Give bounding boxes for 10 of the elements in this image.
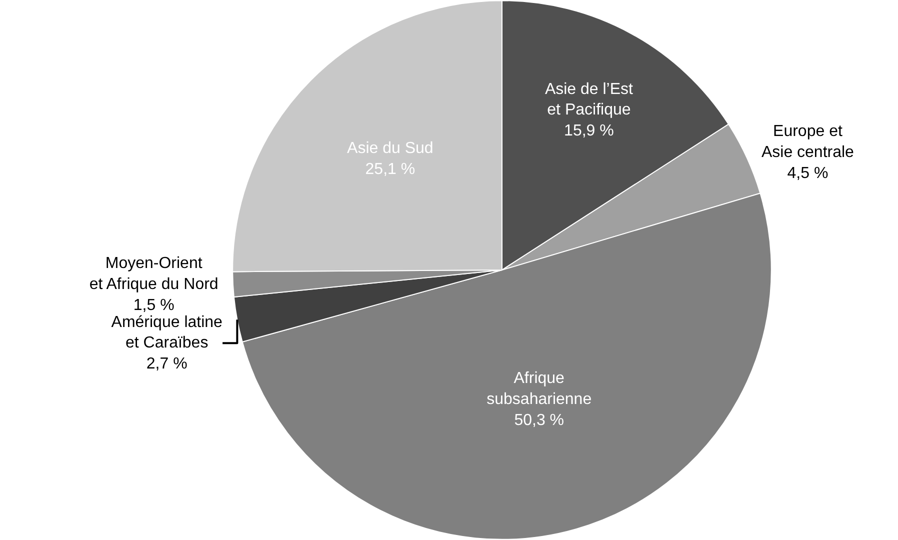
slice-label: Afrique subsaharienne — [486, 370, 592, 408]
slice-label: Amérique latine et Caraïbes — [111, 314, 223, 352]
slice-label: Moyen-Orient et Afrique du Nord — [89, 255, 218, 293]
data-label: 4,5 % — [787, 164, 828, 182]
slice-label: Europe et Asie centrale — [761, 123, 854, 161]
data-label: 15,9 % — [564, 122, 614, 140]
data-label: 1,5 % — [133, 296, 174, 314]
slice-label: Asie de l’Est et Pacifique — [544, 80, 634, 119]
data-label: 50,3 % — [514, 412, 564, 429]
data-label: 2,7 % — [146, 355, 188, 372]
